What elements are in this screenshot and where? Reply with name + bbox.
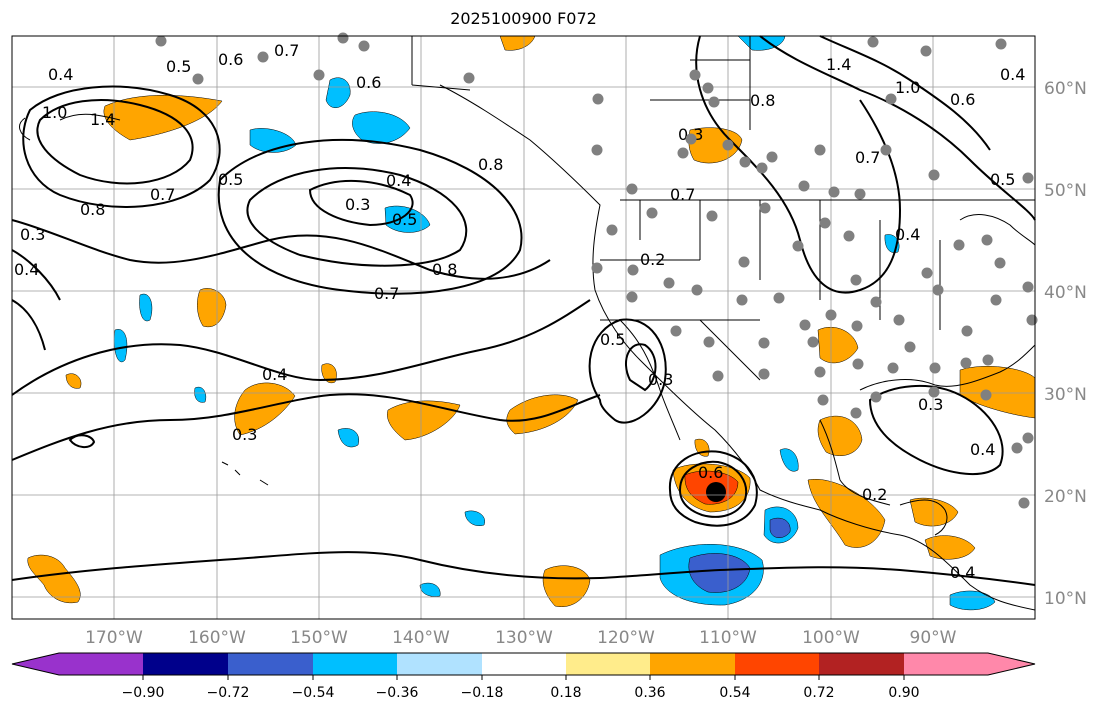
colorbar-tick-label: 0.54 xyxy=(719,685,750,701)
contour-label: 0.8 xyxy=(750,91,775,110)
contour-label: 0.5 xyxy=(600,330,625,349)
grid-lines xyxy=(12,36,1035,619)
contour-label: 0.3 xyxy=(345,195,370,214)
lat-label-20n: 20°N xyxy=(1044,487,1087,507)
lon-label-110w: 110°W xyxy=(699,628,757,648)
contour-label: 0.4 xyxy=(14,260,39,279)
contour-label: 0.5 xyxy=(990,170,1015,189)
contour-label: 1.4 xyxy=(826,55,851,74)
contour-label: 0.7 xyxy=(150,185,175,204)
contour-label: 0.3 xyxy=(648,370,673,389)
lon-label-100w: 100°W xyxy=(802,628,860,648)
contour-label: 0.6 xyxy=(698,463,723,482)
lat-label-10n: 10°N xyxy=(1044,589,1087,609)
contour-label: 0.8 xyxy=(432,260,457,279)
colorbar-segment xyxy=(482,653,566,675)
colorbar-segment xyxy=(397,653,482,675)
contour-label: 0.3 xyxy=(232,425,257,444)
colorbar-segment xyxy=(313,653,397,675)
contour-label: 0.4 xyxy=(1000,65,1025,84)
colorbar-tick-label: −0.72 xyxy=(207,685,250,701)
longitude-labels: 170°W 160°W 150°W 140°W 130°W 120°W 110°… xyxy=(85,628,957,648)
colorbar-segment xyxy=(904,653,1035,675)
contour-label: 0.3 xyxy=(20,225,45,244)
contour-label: 0.5 xyxy=(218,170,243,189)
colorbar-tick-label: 0.90 xyxy=(888,685,919,701)
contour-label: 0.6 xyxy=(356,73,381,92)
colorbar: −0.90 −0.72 −0.54 −0.36 −0.18 0.18 0.36 … xyxy=(11,652,1036,701)
contour-label: 0.4 xyxy=(950,563,975,582)
lon-label-120w: 120°W xyxy=(597,628,655,648)
contour-label: 1.0 xyxy=(895,78,920,97)
latitude-labels: 60°N 50°N 40°N 30°N 20°N 10°N xyxy=(1044,79,1087,609)
contour-label: 0.3 xyxy=(918,395,943,414)
colorbar-segment xyxy=(228,653,313,675)
contour-label: 1.0 xyxy=(42,103,67,122)
lon-label-160w: 160°W xyxy=(188,628,246,648)
colorbar-tick-label: 0.18 xyxy=(550,685,581,701)
colorbar-segment xyxy=(650,653,735,675)
plot-title: 2025100900 F072 xyxy=(450,9,597,28)
colorbar-tick-label: 0.36 xyxy=(634,685,665,701)
contour-label: 0.8 xyxy=(478,155,503,174)
colorbar-segment xyxy=(819,653,904,675)
colorbar-segment xyxy=(566,653,650,675)
contour-label: 0.7 xyxy=(855,148,880,167)
contour-label: 0.8 xyxy=(80,200,105,219)
colorbar-tick-label: −0.54 xyxy=(292,685,335,701)
shaded-anomalies xyxy=(27,35,1036,611)
coastlines xyxy=(19,36,1036,611)
map-panel: 0.7 0.6 0.4 1.0 1.4 0.7 0.5 0.8 0.3 0.4 … xyxy=(11,32,1038,620)
colorbar-segment xyxy=(12,653,143,675)
colorbar-segment xyxy=(143,653,228,675)
contour-labels: 0.7 0.6 0.4 1.0 1.4 0.7 0.5 0.8 0.3 0.4 … xyxy=(14,41,1025,582)
contour-label: 0.7 xyxy=(274,41,299,60)
colorbar-ticks xyxy=(142,675,905,680)
lon-label-90w: 90°W xyxy=(910,628,957,648)
contour-label: 0.7 xyxy=(670,185,695,204)
colorbar-tick-label: −0.36 xyxy=(376,685,419,701)
lon-label-130w: 130°W xyxy=(495,628,553,648)
colorbar-tick-label: −0.90 xyxy=(122,685,165,701)
lat-label-60n: 60°N xyxy=(1044,79,1087,99)
contour-label: 0.6 xyxy=(218,50,243,69)
colorbar-tick-label: −0.18 xyxy=(461,685,504,701)
contour-label: 0.2 xyxy=(862,485,887,504)
lat-label-40n: 40°N xyxy=(1044,283,1087,303)
contour-label: 0.4 xyxy=(386,171,411,190)
station-dots xyxy=(155,32,1038,509)
colorbar-tick-label: 0.72 xyxy=(803,685,834,701)
contour-label: 0.4 xyxy=(895,225,920,244)
contour-label: 0.5 xyxy=(392,210,417,229)
contour-lines xyxy=(11,35,1036,586)
lon-label-170w: 170°W xyxy=(85,628,143,648)
contour-label: 0.5 xyxy=(166,57,191,76)
contour-label: 0.6 xyxy=(950,90,975,109)
contour-label: 0.4 xyxy=(970,440,995,459)
lon-label-140w: 140°W xyxy=(392,628,450,648)
lat-label-30n: 30°N xyxy=(1044,385,1087,405)
contour-label: 0.4 xyxy=(262,365,287,384)
contour-label: 1.4 xyxy=(90,110,115,129)
contour-label: 0.7 xyxy=(374,284,399,303)
colorbar-segment xyxy=(735,653,819,675)
contour-label: 0.2 xyxy=(640,250,665,269)
lon-label-150w: 150°W xyxy=(290,628,348,648)
lat-label-50n: 50°N xyxy=(1044,181,1087,201)
contour-label: 0.4 xyxy=(48,65,73,84)
